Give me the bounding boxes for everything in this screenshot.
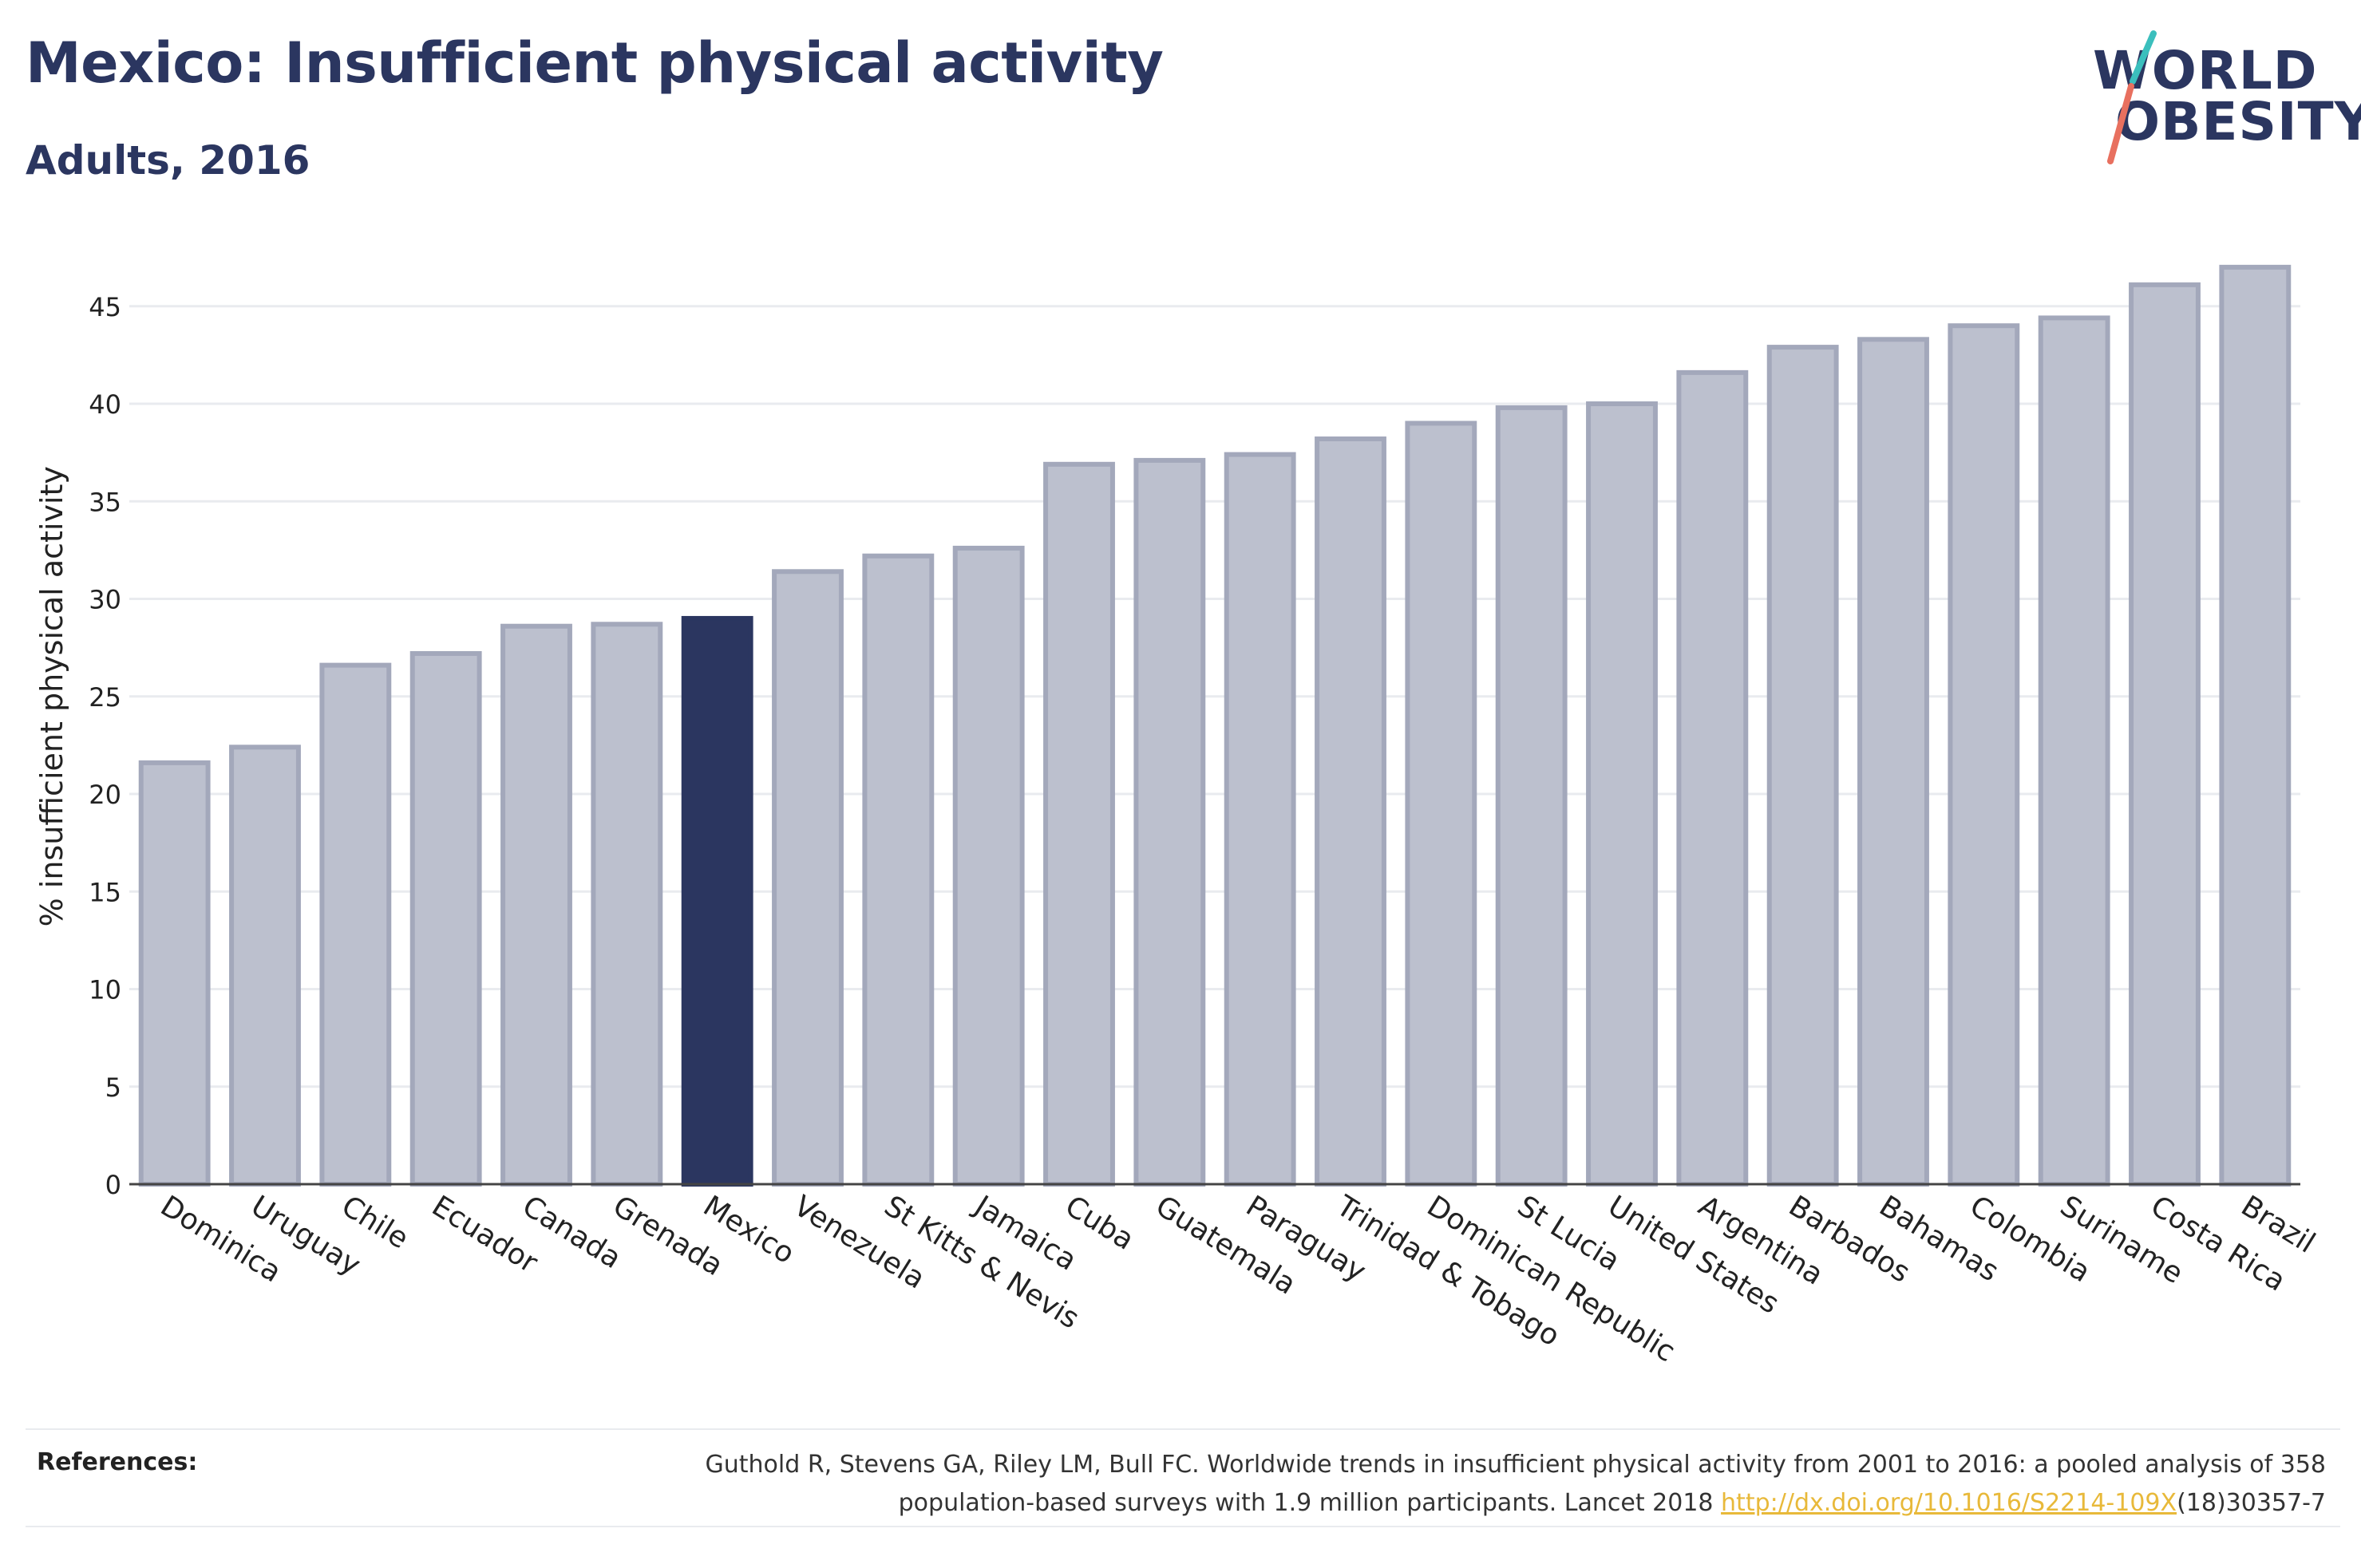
world-obesity-logo: WORLD OBESITY	[2075, 24, 2361, 168]
bar	[319, 662, 392, 1187]
y-axis-label: % insufficient physical activity	[34, 466, 69, 926]
bar	[1948, 323, 2020, 1187]
chart-title: Mexico: Insufficient physical activity	[26, 30, 1164, 96]
bar	[1315, 436, 1386, 1187]
bar	[952, 545, 1025, 1187]
bar	[591, 622, 663, 1187]
references-line-2-pre: population-based surveys with 1.9 millio…	[898, 1489, 1722, 1517]
bar	[862, 553, 935, 1187]
references-doi-link[interactable]: http://dx.doi.org/10.1016/S2214-109X	[1721, 1489, 2177, 1517]
y-tick-label: 45	[89, 292, 121, 322]
bar	[1043, 461, 1115, 1187]
references-line-2-post: (18)30357-7	[2177, 1489, 2326, 1517]
bar	[409, 650, 482, 1187]
y-tick-label: 20	[89, 780, 121, 810]
references-text: Guthold R, Stevens GA, Riley LM, Bull FC…	[490, 1446, 2326, 1523]
logo-word-obesity: OBESITY	[2115, 91, 2361, 152]
references-divider-top	[26, 1428, 2340, 1430]
bar	[1586, 401, 1658, 1187]
bar	[772, 569, 844, 1187]
bar	[1676, 369, 1749, 1187]
chart-subtitle: Adults, 2016	[26, 137, 310, 184]
bar	[500, 623, 572, 1187]
y-tick-label: 30	[89, 585, 121, 615]
y-tick-label: 40	[89, 389, 121, 420]
bar	[681, 615, 753, 1187]
bar	[229, 745, 301, 1187]
y-tick-label: 25	[89, 682, 121, 713]
bar	[1766, 345, 1839, 1187]
references-line-1: Guthold R, Stevens GA, Riley LM, Bull FC…	[705, 1451, 2326, 1479]
references-label: References:	[37, 1448, 198, 1476]
bar	[2219, 264, 2292, 1187]
references-divider-bottom	[26, 1526, 2340, 1527]
bar	[1133, 457, 1206, 1187]
bar	[1405, 421, 1477, 1187]
bar	[1495, 405, 1568, 1187]
y-tick-label: 15	[89, 877, 121, 907]
bar	[2129, 282, 2201, 1187]
references-line-2: population-based surveys with 1.9 millio…	[490, 1484, 2326, 1523]
logo-slash-icon	[2107, 30, 2157, 164]
bar	[1857, 337, 1929, 1187]
bar	[138, 760, 211, 1187]
bar-chart: 0 5 10 15 20 25 30 35 40 45 % insufficient physica…	[34, 264, 2320, 1369]
y-tick-label: 35	[89, 487, 121, 517]
y-tick-label: 5	[105, 1072, 121, 1103]
y-tick-label: 0	[105, 1170, 121, 1200]
bar	[2038, 315, 2110, 1187]
bar	[1224, 452, 1296, 1187]
y-tick-label: 10	[89, 975, 121, 1005]
